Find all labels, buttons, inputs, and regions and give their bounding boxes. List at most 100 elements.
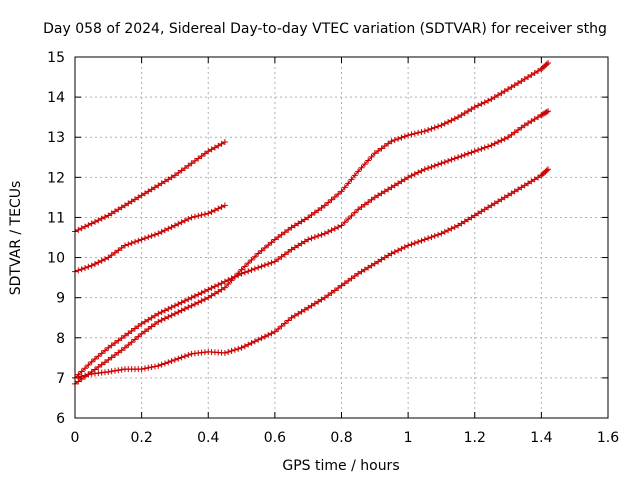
data-point-marker (165, 225, 172, 232)
data-point-marker (488, 96, 495, 103)
data-point-marker (258, 263, 265, 270)
x-tick-label: 1 (404, 430, 413, 446)
data-point-marker (341, 219, 348, 226)
data-point-marker (335, 285, 342, 292)
data-point-marker (435, 231, 442, 238)
x-tick-label: 0.8 (330, 430, 352, 446)
data-point-marker (75, 374, 82, 381)
data-point-marker (281, 320, 288, 327)
data-point-marker (435, 123, 442, 130)
data-point-marker (525, 120, 532, 127)
data-point-marker (195, 291, 202, 298)
data-point-marker (211, 144, 218, 151)
data-point-marker (465, 150, 472, 157)
data-point-marker (81, 372, 88, 379)
data-point-marker (318, 296, 325, 303)
data-point-marker (461, 110, 468, 117)
data-point-marker (478, 145, 485, 152)
data-point-marker (438, 230, 445, 237)
data-point-marker (515, 127, 522, 134)
data-point-marker (261, 244, 268, 251)
data-point-marker (348, 176, 355, 183)
data-point-marker (185, 304, 192, 311)
data-point-marker (241, 263, 248, 270)
data-point-marker (188, 302, 195, 309)
data-point-marker (111, 249, 118, 256)
data-point-marker (138, 192, 145, 199)
data-point-marker (395, 180, 402, 187)
data-point-marker (451, 115, 458, 122)
data-point-marker (268, 239, 275, 246)
data-point-marker (348, 275, 355, 282)
data-point-marker (415, 238, 422, 245)
data-point-marker (325, 228, 332, 235)
data-point-marker (521, 182, 528, 189)
data-point-marker (121, 332, 128, 339)
data-point-marker (178, 307, 185, 314)
data-point-marker (368, 196, 375, 203)
data-point-marker (251, 253, 258, 260)
data-point-marker (518, 184, 525, 191)
data-point-marker (111, 208, 118, 215)
data-point-marker (291, 244, 298, 251)
data-point-marker (461, 151, 468, 158)
data-point-marker (405, 132, 412, 139)
data-point-marker (361, 161, 368, 168)
data-point-marker (418, 167, 425, 174)
data-point-marker (385, 186, 392, 193)
data-point-marker (298, 240, 305, 247)
data-point-marker (491, 200, 498, 207)
data-point-marker (528, 72, 535, 79)
data-point-marker (275, 234, 282, 241)
data-point-marker (161, 315, 168, 322)
data-point-marker (371, 260, 378, 267)
data-point-marker (128, 339, 135, 346)
data-point-marker (505, 134, 512, 141)
data-point-marker (321, 202, 328, 209)
x-tick-label: 1.6 (597, 430, 619, 446)
data-point-marker (348, 212, 355, 219)
data-point-marker (158, 361, 165, 368)
data-point-marker (115, 247, 122, 254)
data-point-marker (215, 288, 222, 295)
data-point-marker (171, 302, 178, 309)
data-point-marker (251, 338, 258, 345)
data-point-marker (381, 188, 388, 195)
data-point-marker (145, 325, 152, 332)
data-point-marker (335, 191, 342, 198)
data-point-marker (421, 166, 428, 173)
data-point-marker (311, 209, 318, 216)
data-point-marker (155, 310, 162, 317)
grid-layer (75, 57, 608, 418)
data-point-marker (375, 192, 382, 199)
data-point-marker (115, 367, 122, 374)
data-point-marker (415, 129, 422, 136)
data-point-marker (168, 174, 175, 181)
data-point-marker (195, 155, 202, 162)
data-point-marker (108, 368, 115, 375)
data-point-marker (281, 229, 288, 236)
data-point-marker (371, 194, 378, 201)
data-point-marker (125, 241, 132, 248)
data-point-marker (488, 142, 495, 149)
data-point-marker (138, 330, 145, 337)
data-point-marker (531, 176, 538, 183)
data-point-marker (75, 226, 82, 233)
data-point-marker (385, 140, 392, 147)
data-point-marker (178, 354, 185, 361)
data-point-marker (131, 196, 138, 203)
data-point-marker (148, 232, 155, 239)
data-point-marker (108, 210, 115, 217)
data-point-marker (428, 125, 435, 132)
data-point-marker (278, 231, 285, 238)
data-point-marker (425, 165, 432, 172)
data-point-marker (141, 318, 148, 325)
data-point-marker (175, 355, 182, 362)
data-point-marker (515, 80, 522, 87)
data-point-marker (481, 99, 488, 106)
data-point-marker (398, 134, 405, 141)
data-point-marker (85, 371, 92, 378)
x-tick-label: 0.6 (264, 430, 286, 446)
data-point-marker (295, 220, 302, 227)
data-point-marker (341, 280, 348, 287)
